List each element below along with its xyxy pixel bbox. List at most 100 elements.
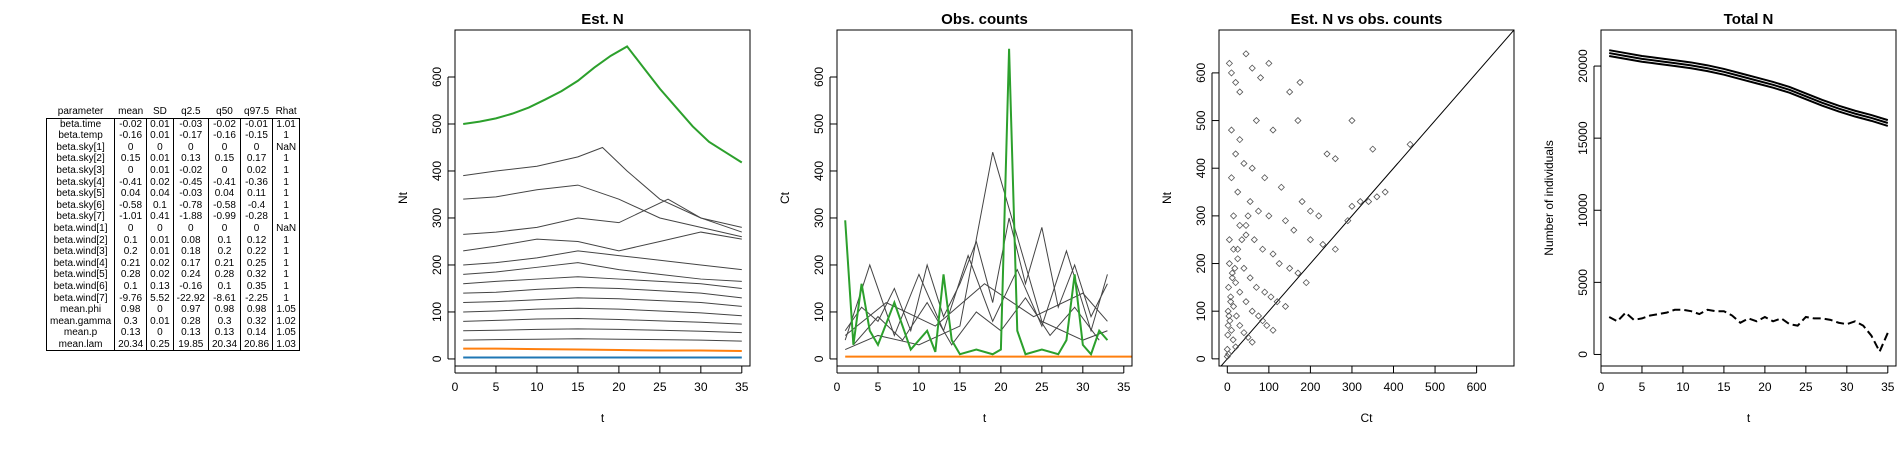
x-tick-label: 30 xyxy=(1840,380,1854,394)
series-line xyxy=(463,198,742,235)
scatter-point xyxy=(1232,312,1241,320)
table-cell: -22.92 xyxy=(172,292,210,305)
scatter-point xyxy=(1348,202,1356,210)
scatter-point xyxy=(1229,336,1237,344)
table-cell: -0.01 xyxy=(240,117,274,131)
scatter-point xyxy=(1228,269,1236,277)
scatter-point xyxy=(1248,64,1256,72)
y-tick-label: 500 xyxy=(812,114,826,134)
column-header: q2.5 xyxy=(181,106,201,117)
table-cell: beta.wind[6] xyxy=(45,280,116,293)
y-tick-label: 400 xyxy=(812,161,826,181)
table-cell: 0 xyxy=(114,222,148,235)
x-tick-label: 25 xyxy=(1035,380,1049,394)
table-cell: 19.85 xyxy=(172,338,210,352)
table-cell: 1.03 xyxy=(272,338,301,352)
table-cell: -0.16 xyxy=(172,280,210,293)
table-cell: 0.98 xyxy=(240,304,274,316)
scatter-point xyxy=(1238,236,1246,244)
table-cell: 0.1 xyxy=(114,234,148,247)
x-tick-label: 20 xyxy=(1758,380,1772,394)
plot-area xyxy=(1608,49,1889,354)
y-tick-label: 500 xyxy=(1194,110,1208,130)
y-tick-label: 600 xyxy=(812,67,826,87)
table-cell: 0.28 xyxy=(172,315,210,328)
table-row: beta.sky[7] -1.01 0.41 -1.88 -0.99 -0.28 1 xyxy=(45,211,301,223)
table-cell: NaN xyxy=(272,222,301,235)
table-cell: 0 xyxy=(207,222,242,235)
scatter-point xyxy=(1323,150,1331,158)
series-line xyxy=(463,231,742,252)
table-cell: -0.17 xyxy=(172,130,210,142)
table-cell: 0.02 xyxy=(146,257,174,270)
table-row: beta.wind[2] 0.1 0.01 0.08 0.1 0.12 1 xyxy=(45,234,301,247)
plot-frame xyxy=(836,29,1133,367)
table-cell: 1 xyxy=(272,176,301,189)
x-tick-label: 0 xyxy=(1224,380,1231,394)
scatter-point xyxy=(1331,245,1339,253)
table-cell: 0 xyxy=(172,222,210,235)
scatter-point xyxy=(1246,198,1254,206)
scatter-point xyxy=(1298,198,1306,206)
table-cell: 20.34 xyxy=(207,338,242,352)
scatter-point xyxy=(1248,338,1256,346)
scatter-point xyxy=(1227,126,1236,134)
x-tick-label: 500 xyxy=(1425,380,1445,394)
x-tick-label: 10 xyxy=(530,380,544,394)
y-tick-label: 20000 xyxy=(1576,49,1590,83)
table-cell: 1 xyxy=(272,234,301,247)
parameter-table: parameter mean SD q2.5 q50 q97.5 Rhat beta.tim… xyxy=(45,106,301,352)
table-cell: 0 xyxy=(146,222,174,235)
table-cell: 1 xyxy=(272,257,301,270)
scatter-point xyxy=(1240,159,1248,168)
table-cell: 0.02 xyxy=(240,164,274,177)
scatter-point xyxy=(1224,321,1232,330)
reference-line xyxy=(1220,30,1514,366)
table-cell: 0.32 xyxy=(240,315,274,328)
table-cell: 0 xyxy=(114,141,148,154)
series-line xyxy=(853,296,1100,346)
table-cell: beta.sky[1] xyxy=(45,141,116,154)
table-cell: 0.12 xyxy=(240,234,274,247)
plot-frame xyxy=(1600,29,1897,367)
scatter-point xyxy=(1240,264,1248,272)
table-cell: -0.58 xyxy=(114,199,148,212)
table-cell: 0.25 xyxy=(146,338,174,352)
plot-area xyxy=(844,48,1132,358)
table-cell: 0.13 xyxy=(146,280,174,293)
scatter-point xyxy=(1256,74,1265,82)
table-cell: 0.01 xyxy=(146,246,174,258)
table-cell: 0 xyxy=(146,304,174,316)
table-cell: 1.02 xyxy=(272,315,301,328)
x-axis-label: Ct xyxy=(1361,411,1374,425)
table-cell: 0.02 xyxy=(146,269,174,281)
table-cell: -0.45 xyxy=(172,176,210,189)
table-cell: 0.3 xyxy=(114,315,148,328)
x-axis-label: t xyxy=(983,411,987,425)
y-tick-label: 5000 xyxy=(1576,269,1590,296)
table-cell: -0.02 xyxy=(172,164,210,177)
scatter-point xyxy=(1229,302,1238,310)
y-axis-label: Nt xyxy=(1160,191,1174,204)
scatter-point xyxy=(1259,317,1267,325)
series-line xyxy=(463,338,742,342)
scatter-point xyxy=(1236,321,1244,330)
x-tick-label: 0 xyxy=(834,380,841,394)
table-cell: 20.86 xyxy=(240,338,274,352)
scatter-point xyxy=(1227,69,1236,77)
table-cell: 1 xyxy=(272,292,301,305)
scatter-point xyxy=(1286,264,1294,272)
x-tick-label: 600 xyxy=(1467,380,1487,394)
chart-title: Est. N vs obs. counts xyxy=(1291,11,1443,28)
table-cell: -1.88 xyxy=(172,211,210,223)
y-tick-label: 200 xyxy=(1194,253,1208,273)
table-cell: 0.41 xyxy=(146,211,174,223)
scatter-point xyxy=(1225,312,1233,320)
series-line xyxy=(844,217,1108,333)
table-cell: 0.15 xyxy=(114,153,148,165)
x-tick-label: 30 xyxy=(694,380,708,394)
x-tick-label: 15 xyxy=(571,380,585,394)
chart-est-n-vs-obs-counts: Est. N vs obs. counts Ct Nt 0 100 200 300 400 50… xyxy=(1160,11,1515,425)
series-line xyxy=(463,347,742,352)
table-cell: 0.28 xyxy=(114,269,148,281)
